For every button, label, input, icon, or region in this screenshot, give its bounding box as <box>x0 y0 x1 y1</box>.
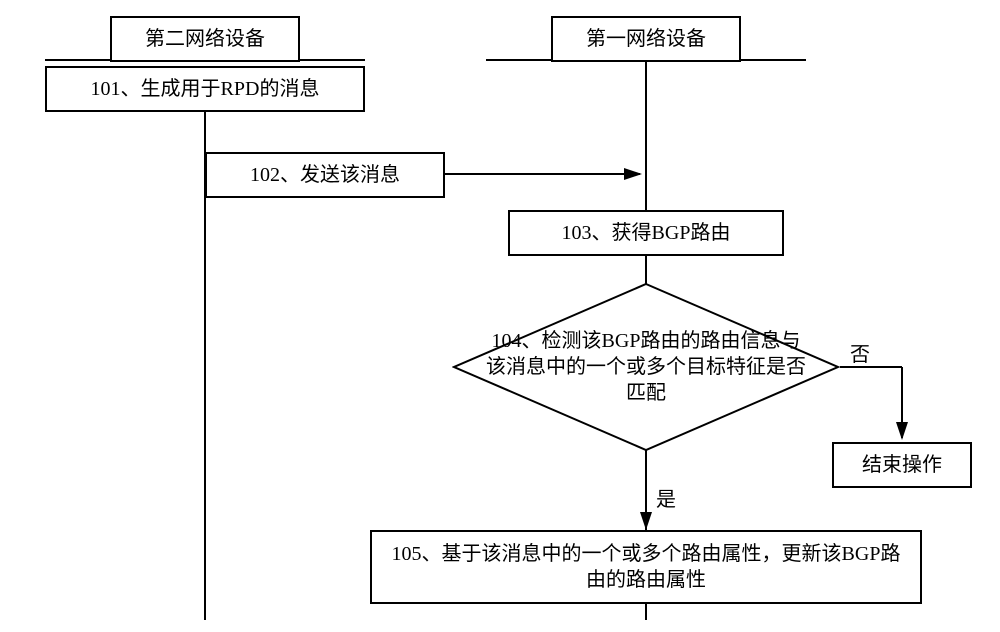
step-103-label: 103、获得BGP路由 <box>562 220 731 246</box>
header-first-device-label: 第一网络设备 <box>586 26 706 52</box>
end-operation-label: 结束操作 <box>862 452 942 478</box>
edge-label-yes: 是 <box>656 483 676 512</box>
step-104-label: 104、检测该BGP路由的路由信息与该消息中的一个或多个目标特征是否匹配 <box>482 328 810 406</box>
edge-label-no: 否 <box>850 338 870 367</box>
step-102-label: 102、发送该消息 <box>250 162 400 188</box>
step-101-label: 101、生成用于RPD的消息 <box>91 76 320 102</box>
end-operation: 结束操作 <box>832 442 972 488</box>
step-102: 102、发送该消息 <box>205 152 445 198</box>
step-105-label: 105、基于该消息中的一个或多个路由属性，更新该BGP路由的路由属性 <box>382 541 910 593</box>
step-101: 101、生成用于RPD的消息 <box>45 66 365 112</box>
header-second-device-label: 第二网络设备 <box>145 26 265 52</box>
header-second-device: 第二网络设备 <box>110 16 300 62</box>
header-first-device: 第一网络设备 <box>551 16 741 62</box>
step-104-decision: 104、检测该BGP路由的路由信息与该消息中的一个或多个目标特征是否匹配 <box>452 282 840 452</box>
step-103: 103、获得BGP路由 <box>508 210 784 256</box>
step-105: 105、基于该消息中的一个或多个路由属性，更新该BGP路由的路由属性 <box>370 530 922 604</box>
